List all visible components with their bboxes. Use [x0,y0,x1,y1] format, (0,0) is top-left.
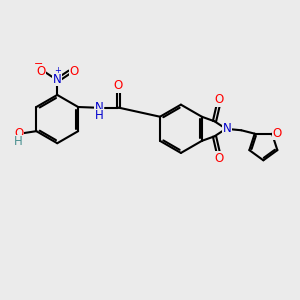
Text: O: O [214,152,223,165]
Text: +: + [54,66,61,75]
Text: O: O [114,79,123,92]
Text: N: N [95,101,104,114]
Text: O: O [36,65,45,78]
Text: O: O [69,65,78,78]
Text: O: O [272,127,281,140]
Text: O: O [214,93,223,106]
Text: O: O [14,127,23,140]
Text: N: N [53,73,62,85]
Text: H: H [14,135,23,148]
Text: H: H [95,109,104,122]
Text: N: N [223,122,231,135]
Text: −: − [34,59,43,69]
